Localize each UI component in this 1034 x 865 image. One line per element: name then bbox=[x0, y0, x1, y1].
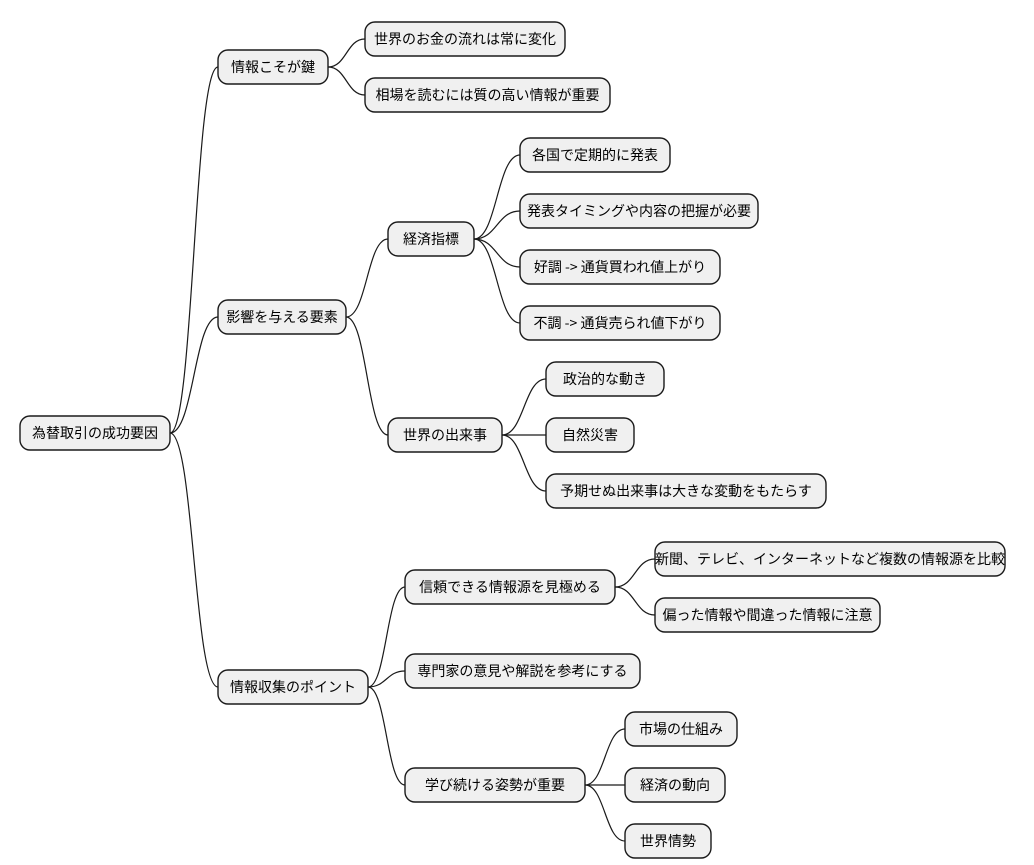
node-n3c1: 市場の仕組み bbox=[625, 712, 737, 746]
node-label: 世界の出来事 bbox=[403, 425, 487, 445]
node-label: 発表タイミングや内容の把握が必要 bbox=[527, 201, 751, 221]
node-n2b2: 自然災害 bbox=[546, 418, 634, 452]
edge-n3a-n3a2 bbox=[615, 587, 655, 615]
node-label: 自然災害 bbox=[562, 425, 618, 445]
node-n2a2: 発表タイミングや内容の把握が必要 bbox=[520, 194, 758, 228]
node-label: 新聞、テレビ、インターネットなど複数の情報源を比較 bbox=[655, 549, 1005, 569]
node-label: 偏った情報や間違った情報に注意 bbox=[663, 605, 873, 625]
node-n3a2: 偏った情報や間違った情報に注意 bbox=[655, 598, 880, 632]
node-label: 専門家の意見や解説を参考にする bbox=[417, 661, 627, 681]
node-label: 影響を与える要素 bbox=[226, 307, 338, 327]
node-label: 経済の動向 bbox=[640, 775, 710, 795]
node-n2b: 世界の出来事 bbox=[388, 418, 502, 452]
edge-n3c-n3c1 bbox=[585, 729, 625, 785]
mindmap-diagram: 為替取引の成功要因 情報こそが鍵 世界のお金の流れは常に変化相場を読むには質の高い情… bbox=[0, 0, 1034, 865]
node-label: 政治的な動き bbox=[563, 369, 647, 389]
node-n3a1: 新聞、テレビ、インターネットなど複数の情報源を比較 bbox=[655, 542, 1005, 576]
node-n3a: 信頼できる情報源を見極める bbox=[405, 570, 615, 604]
edge-n1-n1b bbox=[328, 67, 365, 95]
node-label: 情報こそが鍵 bbox=[231, 57, 315, 77]
node-n2b1: 政治的な動き bbox=[546, 362, 664, 396]
edge-n3-n3b bbox=[368, 671, 405, 687]
node-label: 好調 -> 通貨買われ値上がり bbox=[534, 257, 706, 277]
node-n1a: 世界のお金の流れは常に変化 bbox=[365, 22, 565, 56]
node-label: 相場を読むには質の高い情報が重要 bbox=[376, 85, 600, 105]
node-root: 為替取引の成功要因 bbox=[20, 416, 170, 450]
edge-n3-n3c bbox=[368, 687, 405, 785]
edge-root-n3 bbox=[170, 433, 218, 687]
node-label: 経済指標 bbox=[403, 229, 459, 249]
node-label: 不調 -> 通貨売られ値下がり bbox=[534, 313, 707, 333]
node-n3c3: 世界情勢 bbox=[625, 824, 711, 858]
edge-root-n1 bbox=[170, 67, 218, 433]
node-label: 信頼できる情報源を見極める bbox=[419, 577, 601, 597]
node-n3c2: 経済の動向 bbox=[625, 768, 725, 802]
node-n2a4: 不調 -> 通貨売られ値下がり bbox=[520, 306, 720, 340]
edge-n2a-n2a4 bbox=[474, 239, 520, 323]
edge-n2b-n2b3 bbox=[502, 435, 546, 491]
node-n1: 情報こそが鍵 bbox=[218, 50, 328, 84]
edge-n2-n2b bbox=[346, 317, 388, 435]
node-n2a: 経済指標 bbox=[388, 222, 474, 256]
node-n3: 情報収集のポイント bbox=[218, 670, 368, 704]
node-n3b: 専門家の意見や解説を参考にする bbox=[405, 654, 640, 688]
node-n2a1: 各国で定期的に発表 bbox=[520, 138, 670, 172]
node-n1b: 相場を読むには質の高い情報が重要 bbox=[365, 78, 610, 112]
edge-n2a-n2a2 bbox=[474, 211, 520, 239]
edge-n2a-n2a1 bbox=[474, 155, 520, 239]
node-n3c: 学び続ける姿勢が重要 bbox=[405, 768, 585, 802]
edge-n2b-n2b1 bbox=[502, 379, 546, 435]
edge-n3a-n3a1 bbox=[615, 559, 655, 587]
node-label: 市場の仕組み bbox=[639, 719, 723, 739]
edge-n3c-n3c3 bbox=[585, 785, 625, 841]
node-label: 世界のお金の流れは常に変化 bbox=[374, 29, 556, 49]
node-label: 各国で定期的に発表 bbox=[532, 145, 658, 165]
edge-n2-n2a bbox=[346, 239, 388, 317]
node-label: 為替取引の成功要因 bbox=[32, 423, 158, 443]
node-label: 予期せぬ出来事は大きな変動をもたらす bbox=[560, 481, 812, 501]
edge-n1-n1a bbox=[328, 39, 365, 67]
node-label: 学び続ける姿勢が重要 bbox=[425, 775, 565, 795]
edge-n2a-n2a3 bbox=[474, 239, 520, 267]
node-n2: 影響を与える要素 bbox=[218, 300, 346, 334]
node-n2a3: 好調 -> 通貨買われ値上がり bbox=[520, 250, 720, 284]
node-label: 世界情勢 bbox=[640, 831, 696, 851]
node-label: 情報収集のポイント bbox=[230, 677, 356, 697]
edge-root-n2 bbox=[170, 317, 218, 433]
node-n2b3: 予期せぬ出来事は大きな変動をもたらす bbox=[546, 474, 826, 508]
